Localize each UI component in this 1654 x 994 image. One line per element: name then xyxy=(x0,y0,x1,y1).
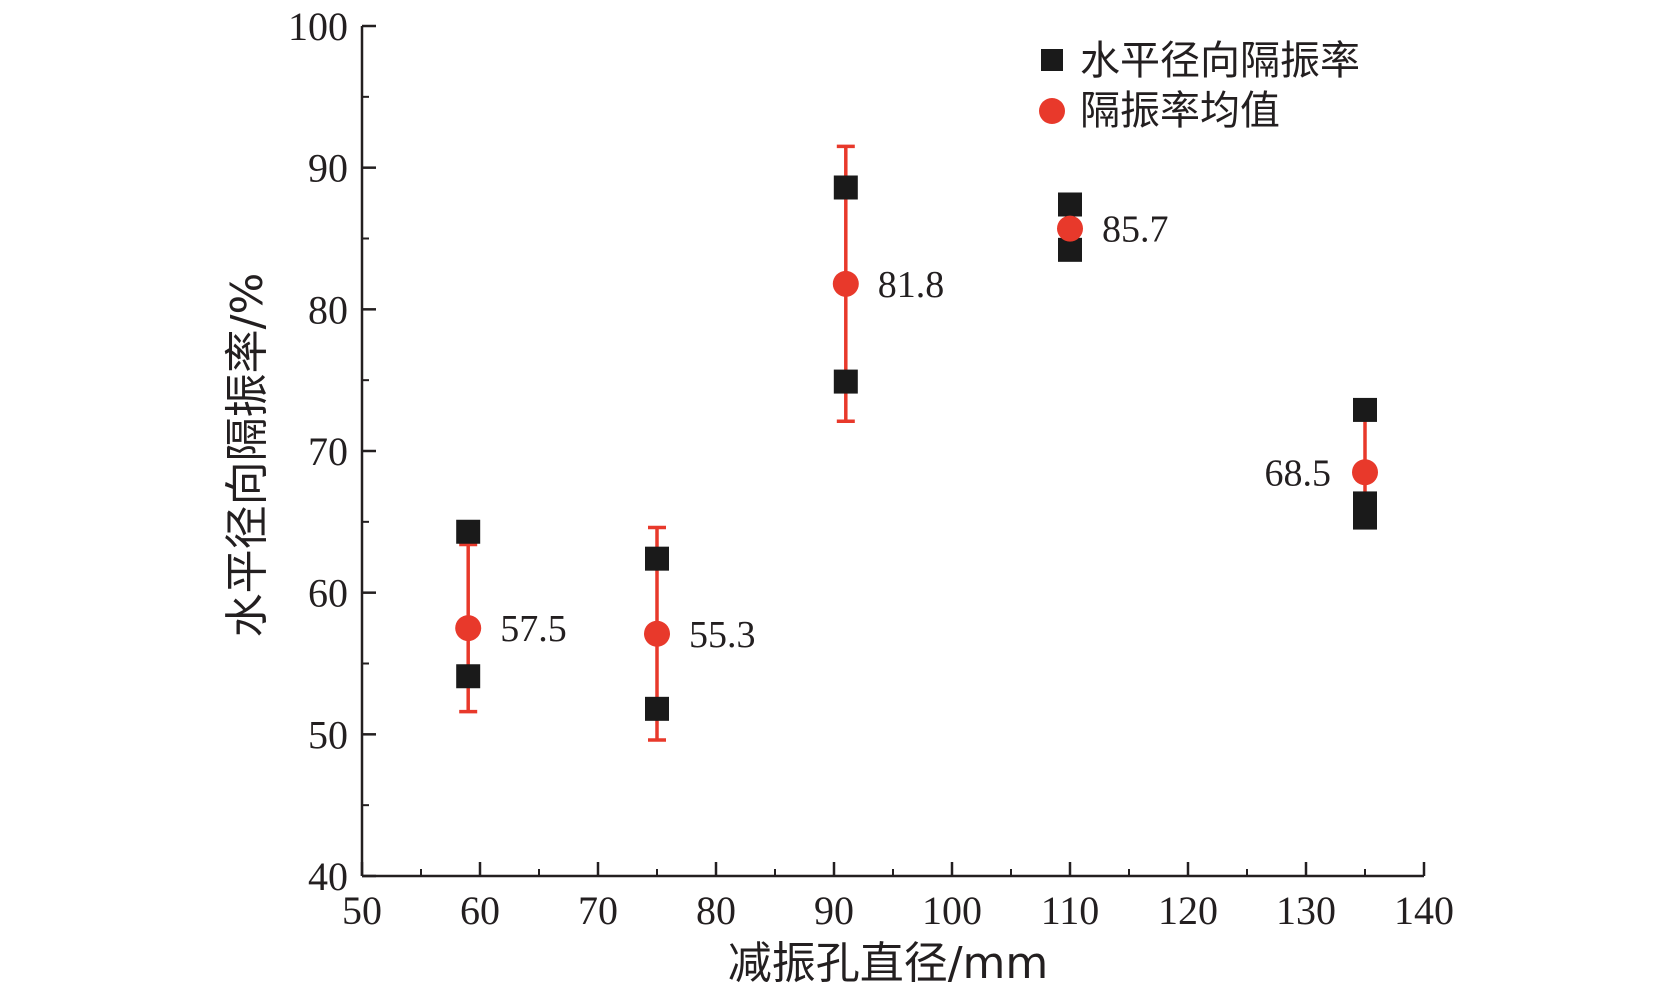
x-tick-label: 60 xyxy=(460,888,500,933)
legend-square-marker xyxy=(1041,49,1063,71)
legend-circle-marker xyxy=(1039,98,1065,124)
sample-point xyxy=(645,696,669,721)
x-tick-label: 100 xyxy=(922,888,982,933)
x-axis-title: 减振孔直径/mm xyxy=(728,938,1049,989)
mean-point xyxy=(455,615,482,642)
x-tick-label: 120 xyxy=(1158,888,1218,933)
y-tick-label: 50 xyxy=(308,712,348,757)
y-tick-label: 60 xyxy=(308,571,348,616)
data-label: 55.3 xyxy=(689,614,756,656)
x-tick-label: 130 xyxy=(1276,888,1336,933)
x-tick-label: 50 xyxy=(342,888,382,933)
sample-point xyxy=(1058,237,1082,262)
sample-point xyxy=(645,546,669,571)
x-tick-label: 80 xyxy=(696,888,736,933)
sample-point xyxy=(1353,505,1377,530)
sample-point xyxy=(456,519,481,544)
sample-point xyxy=(833,175,858,200)
x-axis-ticks: 50 60 70 80 90 100 110 120 130 140 xyxy=(342,862,1454,933)
y-tick-label: 70 xyxy=(308,429,348,474)
mean-point xyxy=(832,270,859,297)
x-tick-label: 90 xyxy=(814,888,854,933)
data-label: 85.7 xyxy=(1102,209,1169,251)
sample-point xyxy=(1353,397,1377,422)
x-tick-label: 110 xyxy=(1041,888,1100,933)
y-tick-label: 100 xyxy=(288,4,348,49)
mean-point xyxy=(1352,459,1378,486)
sample-points xyxy=(456,175,1377,721)
data-label: 57.5 xyxy=(500,608,567,650)
mean-point xyxy=(644,620,670,647)
data-labels: 57.5 55.3 81.8 85.7 68.5 xyxy=(500,209,1331,656)
sample-point xyxy=(833,369,858,394)
y-tick-label: 40 xyxy=(308,854,348,899)
sample-point xyxy=(456,664,481,689)
sample-point xyxy=(1058,192,1082,217)
data-label: 81.8 xyxy=(878,264,945,306)
legend: 水平径向隔振率 隔振率均值 xyxy=(1039,38,1360,134)
y-tick-label: 80 xyxy=(308,287,348,332)
y-axis-title: 水平径向隔振率/% xyxy=(222,273,273,638)
mean-point xyxy=(1057,215,1083,242)
legend-label-samples: 水平径向隔振率 xyxy=(1080,38,1360,84)
x-tick-label: 140 xyxy=(1394,888,1454,933)
legend-label-mean: 隔振率均值 xyxy=(1080,88,1280,134)
y-axis-ticks: 40 50 60 70 80 90 100 xyxy=(288,4,376,899)
data-label: 68.5 xyxy=(1265,452,1332,494)
mean-points xyxy=(455,215,1378,647)
error-bars xyxy=(459,144,1374,742)
axes xyxy=(360,26,1424,878)
x-tick-label: 70 xyxy=(578,888,618,933)
y-tick-label: 90 xyxy=(308,146,348,191)
